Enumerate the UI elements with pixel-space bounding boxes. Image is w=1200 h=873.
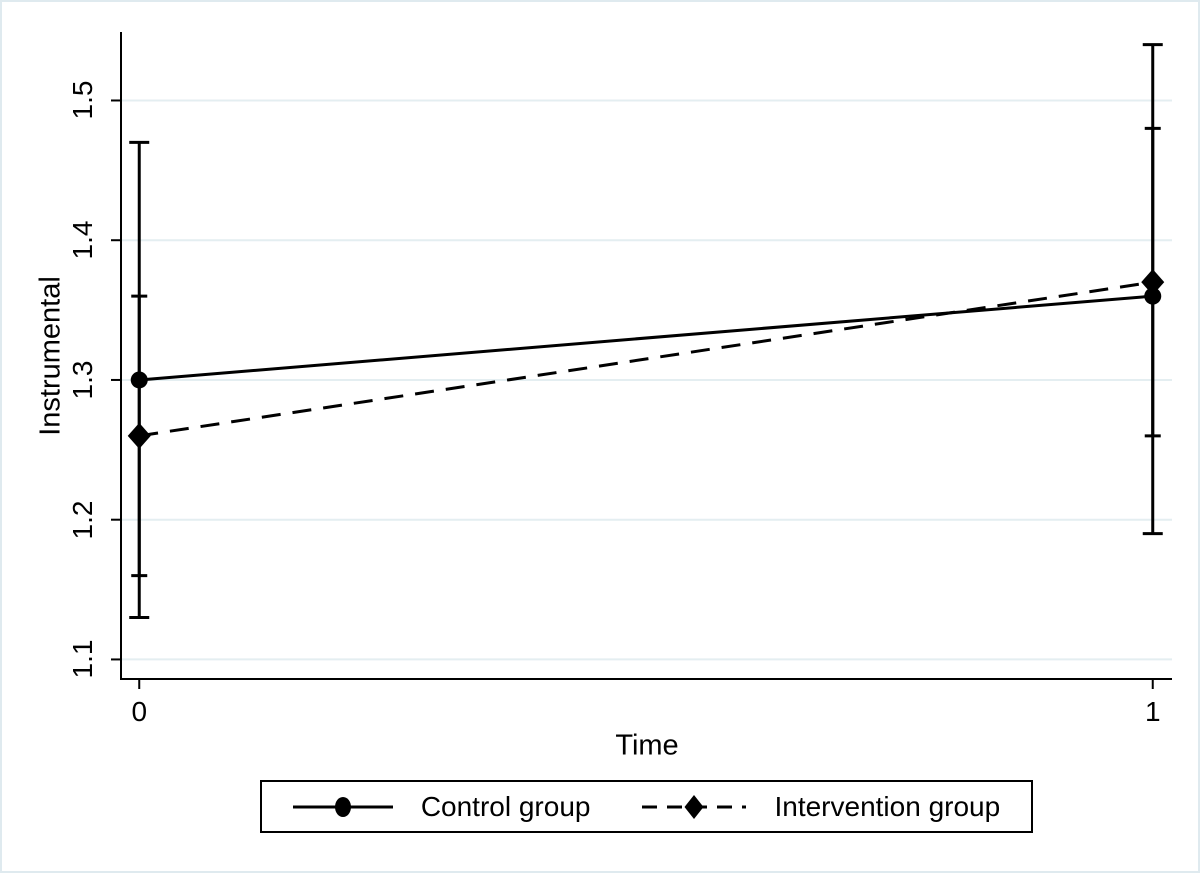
- legend-entry-control: Control group: [292, 790, 591, 823]
- y-tick-label: 1.1: [67, 639, 98, 679]
- legend-label-control: Control group: [420, 790, 591, 822]
- legend-entry-intervention: Intervention group: [642, 791, 1000, 823]
- marker-circle: [1144, 287, 1162, 305]
- legend-sample-circle: [334, 796, 351, 817]
- x-tick-label: 0: [131, 696, 148, 727]
- y-axis-title: Instrumental: [34, 276, 67, 436]
- x-tick-label: 1: [1144, 696, 1161, 727]
- control-line-sample-icon: [292, 796, 393, 817]
- intervention-line-sample-icon: [642, 794, 747, 819]
- legend-sample-diamond: [684, 794, 704, 819]
- y-tick-label: 1.5: [67, 81, 98, 120]
- legend-label-intervention: Intervention group: [774, 790, 1001, 822]
- legend: Control group Intervention group: [260, 780, 1033, 833]
- y-tick-label: 1.2: [67, 500, 98, 540]
- y-tick-label: 1.3: [67, 360, 98, 400]
- x-axis-title: Time: [615, 729, 679, 762]
- marker-circle: [130, 371, 148, 389]
- marker-diamond: [127, 422, 151, 449]
- series-line-intervention: [139, 280, 1153, 438]
- y-tick-label: 1.4: [67, 220, 98, 260]
- marker-diamond: [1141, 269, 1165, 296]
- series-line-control: [139, 294, 1153, 382]
